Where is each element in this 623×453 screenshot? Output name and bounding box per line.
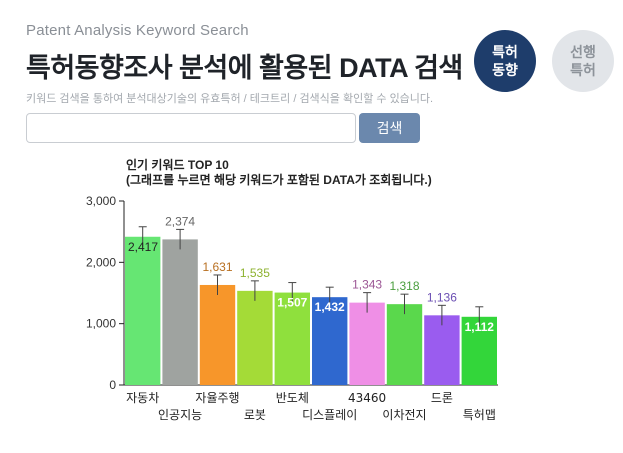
y-tick-label: 3,000 <box>86 194 116 208</box>
bar-value-label: 1,112 <box>465 320 495 334</box>
bar-value-label: 1,507 <box>277 296 307 310</box>
x-category-label: 인공지능 <box>158 408 202 422</box>
chart-bar-7[interactable] <box>349 302 385 385</box>
patent-trend-nav-label-line1: 특허 <box>492 44 518 60</box>
x-category-label: 드론 <box>431 391 453 405</box>
chart-bar-8[interactable] <box>386 304 423 385</box>
patent-trend-nav-button[interactable]: 특허 동향 <box>474 30 536 92</box>
chart-title: 인기 키워드 TOP 10 (그래프를 누르면 해당 키워드가 포함된 DATA… <box>126 158 432 188</box>
chart-bar-4[interactable] <box>237 290 273 385</box>
chart-bar-2[interactable] <box>162 239 198 385</box>
x-category-label: 43460 <box>348 391 386 405</box>
chart-bar-10[interactable] <box>461 316 497 385</box>
prior-patent-nav-label: 선행 특허 <box>563 43 603 79</box>
x-category-label: 자동차 <box>126 391 159 405</box>
chart-bar-3[interactable] <box>199 284 236 385</box>
bar-value-label: 2,417 <box>128 240 158 254</box>
prior-patent-nav-button[interactable]: 선행 특허 <box>552 30 614 92</box>
patent-trend-nav-label: 특허 동향 <box>485 43 525 79</box>
chart-title-line2: (그래프를 누르면 해당 키워드가 포함된 DATA가 조회됩니다.) <box>126 173 432 187</box>
y-tick-label: 0 <box>109 378 116 392</box>
prior-patent-nav-label-line2: 특허 <box>570 62 596 78</box>
bar-value-label: 1,318 <box>389 279 419 293</box>
x-category-label: 로봇 <box>244 408 266 422</box>
bar-value-label: 1,631 <box>202 260 232 274</box>
chart-bar-1[interactable] <box>125 236 161 385</box>
page-title: 특허동향조사 분석에 활용된 DATA 검색 <box>26 53 463 83</box>
bar-value-label: 2,374 <box>165 214 195 228</box>
y-tick-label: 1,000 <box>86 317 116 331</box>
chart-bar-6[interactable] <box>312 297 348 385</box>
x-category-label: 반도체 <box>276 391 309 405</box>
chart-bar-9[interactable] <box>424 315 460 385</box>
bar-value-label: 1,432 <box>315 300 345 314</box>
y-tick-label: 2,000 <box>86 255 116 269</box>
x-category-label: 특허맵 <box>463 408 496 422</box>
chart-title-line1: 인기 키워드 TOP 10 <box>126 158 229 172</box>
page-description: 키워드 검색을 통하여 분석대상기술의 유효특허 / 테크트리 / 검색식을 확… <box>26 93 434 105</box>
x-category-label: 이차전지 <box>382 408 426 422</box>
chart-bar-5[interactable] <box>274 292 310 385</box>
keyword-search-input[interactable] <box>26 113 356 143</box>
bar-value-label: 1,535 <box>240 266 270 280</box>
patent-trend-nav-label-line2: 동향 <box>492 62 518 78</box>
search-button[interactable]: 검색 <box>359 113 420 143</box>
page-subtitle: Patent Analysis Keyword Search <box>26 22 249 39</box>
x-category-label: 자율주행 <box>195 390 239 405</box>
x-category-label: 디스플레이 <box>302 408 357 422</box>
bar-value-label: 1,136 <box>427 290 457 304</box>
prior-patent-nav-label-line1: 선행 <box>570 44 596 60</box>
bar-value-label: 1,343 <box>352 278 382 292</box>
